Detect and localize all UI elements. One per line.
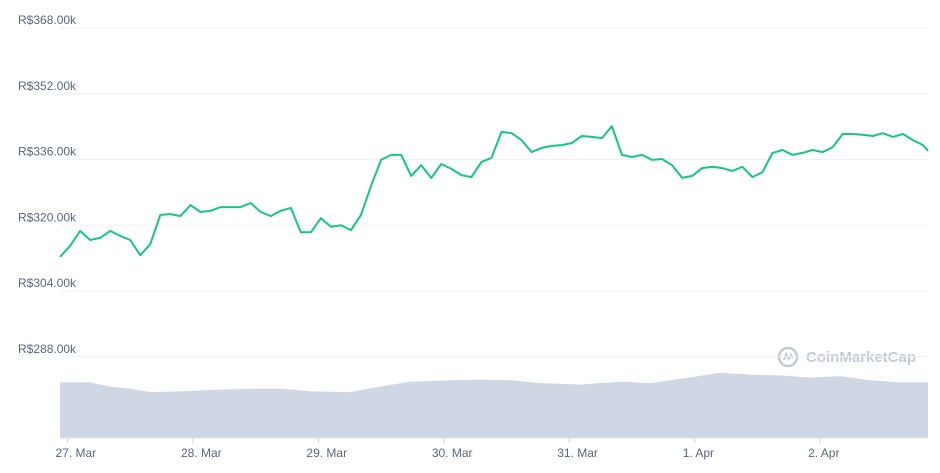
y-tick-label: R$304.00k [18, 276, 77, 290]
volume-area [60, 372, 928, 438]
x-tick-label: 31. Mar [557, 446, 598, 460]
x-tick-label: 30. Mar [432, 446, 473, 460]
watermark: CoinMarketCap [806, 349, 916, 366]
x-tick-label: 2. Apr [808, 446, 839, 460]
x-tick-label: 28. Mar [181, 446, 222, 460]
x-tick-label: 27. Mar [56, 446, 97, 460]
x-tick-label: 1. Apr [683, 446, 714, 460]
y-tick-label: R$320.00k [18, 210, 77, 224]
price-line [59, 125, 929, 258]
x-tick-label: 29. Mar [306, 446, 347, 460]
y-tick-label: R$352.00k [18, 79, 77, 93]
y-tick-label: R$368.00k [18, 13, 77, 27]
y-tick-label: R$288.00k [18, 342, 77, 356]
y-tick-label: R$336.00k [18, 145, 77, 159]
